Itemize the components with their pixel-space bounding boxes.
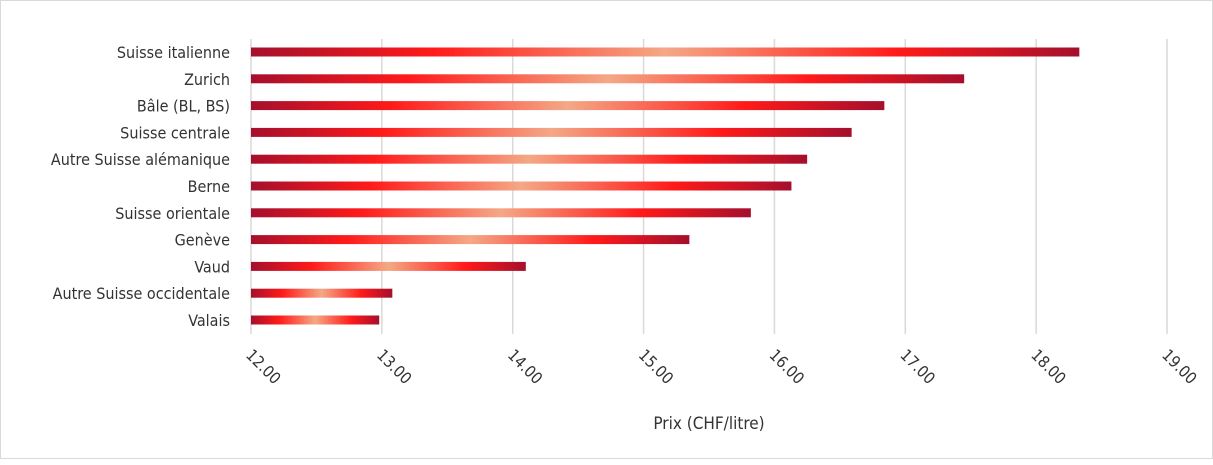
bar: [251, 181, 792, 191]
x-tick-label: 15.00: [635, 345, 678, 388]
x-tick-label: 18.00: [1027, 345, 1070, 388]
category-label: Vaud: [194, 257, 230, 276]
x-tick-label: 17.00: [896, 345, 939, 388]
x-tick-label: 14.00: [504, 345, 547, 388]
category-label: Suisse centrale: [120, 123, 230, 142]
bar: [251, 288, 393, 298]
bar: [251, 101, 885, 111]
category-label: Valais: [188, 311, 230, 330]
bar: [251, 74, 965, 84]
category-label: Autre Suisse alémanique: [51, 150, 230, 169]
bars: [251, 47, 1080, 325]
category-label: Berne: [188, 177, 230, 196]
category-label: Suisse italienne: [117, 43, 230, 62]
bar: [251, 47, 1080, 57]
x-tick-label: 12.00: [242, 345, 285, 388]
x-tick-label: 13.00: [373, 345, 416, 388]
x-tick-label: 16.00: [766, 345, 809, 388]
category-label: Genève: [175, 231, 231, 250]
x-tick-labels: 12.00 13.00 14.00 15.00 16.00 17.00 18.00 19.00: [242, 345, 1201, 388]
bar: [251, 315, 380, 325]
bar: [251, 208, 751, 218]
category-label: Autre Suisse occidentale: [53, 284, 231, 303]
x-axis-title: Prix (CHF/litre): [653, 414, 764, 434]
bar: [251, 154, 808, 164]
bar: [251, 261, 526, 271]
category-labels: Suisse italienne Zurich Bâle (BL, BS) Suiss…: [51, 43, 230, 330]
category-label: Zurich: [184, 70, 230, 89]
bar: [251, 127, 852, 137]
category-label: Suisse orientale: [115, 204, 230, 223]
bar: [251, 235, 690, 245]
category-label: Bâle (BL, BS): [137, 97, 230, 116]
x-tick-label: 19.00: [1158, 345, 1201, 388]
